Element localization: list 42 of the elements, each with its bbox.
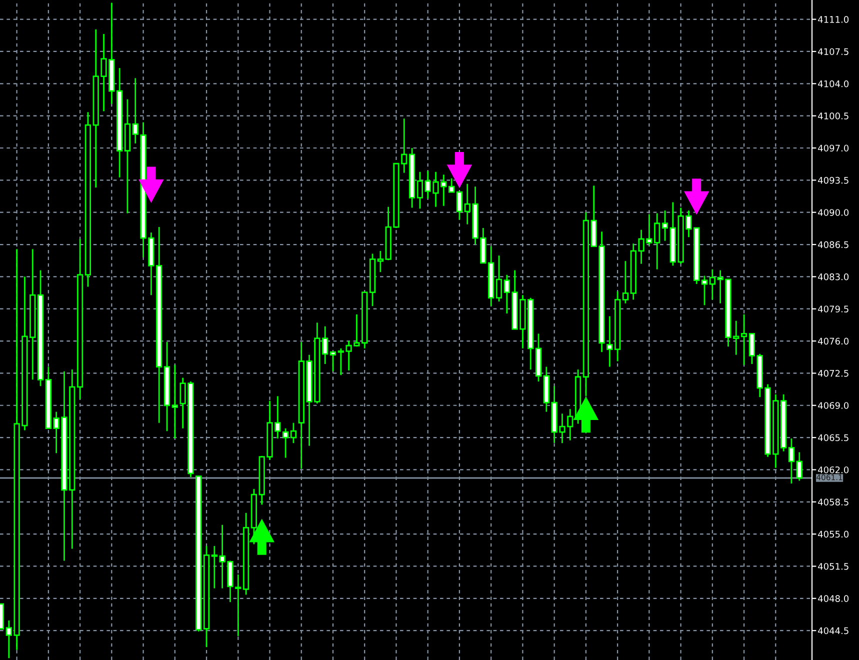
- candlestick: [330, 351, 336, 372]
- candlestick: [456, 191, 463, 220]
- candlestick: [748, 332, 755, 365]
- candlestick: [172, 364, 178, 440]
- y-tick-label: 4093.5: [818, 176, 848, 184]
- candlestick: [496, 254, 502, 302]
- candlestick: [606, 316, 613, 368]
- y-tick-label: 4097.0: [818, 144, 849, 152]
- y-tick-label: 4100.5: [818, 112, 848, 120]
- candlestick: [448, 178, 455, 193]
- y-tick-label: 4076.0: [818, 338, 849, 345]
- y-tick-label: 4104.0: [818, 80, 849, 88]
- candlestick: [654, 212, 660, 270]
- point: [446, 152, 472, 188]
- candlestick: [796, 452, 802, 482]
- y-tick-label: 4107.5: [818, 48, 848, 56]
- candlestick: [740, 314, 748, 366]
- y-tick-label: 4062.0: [818, 466, 849, 474]
- y-tick-label: 4048.0: [818, 595, 849, 602]
- y-tick-label: 4051.5: [818, 562, 848, 570]
- y-tick-label: 4083.0: [818, 273, 849, 280]
- y-tick-label: 4072.5: [818, 370, 848, 377]
- point: [573, 396, 599, 433]
- y-tick-label: 4065.5: [818, 434, 848, 442]
- candlestick: [788, 438, 795, 484]
- y-tick-label: 4055.0: [818, 530, 849, 538]
- candlestick: [290, 422, 297, 444]
- candlestick: [322, 326, 328, 365]
- candlestick: [211, 545, 218, 589]
- y-tick-label: 4079.5: [818, 306, 848, 312]
- y-tick-label: 4111.0: [818, 16, 849, 23]
- y-tick-label: 4044.5: [818, 627, 848, 634]
- point: [684, 178, 710, 215]
- candlestick: [622, 260, 629, 304]
- candlestick: [282, 428, 289, 458]
- y-tick-label: 4069.0: [818, 402, 849, 409]
- y-tick-label: 4086.5: [818, 241, 848, 248]
- candlestick: [416, 171, 423, 210]
- y-tick-label: 4058.5: [818, 498, 848, 506]
- y-tick-label: 4090.0: [818, 209, 849, 216]
- candlestick: [701, 275, 708, 306]
- candlestick: [662, 210, 668, 242]
